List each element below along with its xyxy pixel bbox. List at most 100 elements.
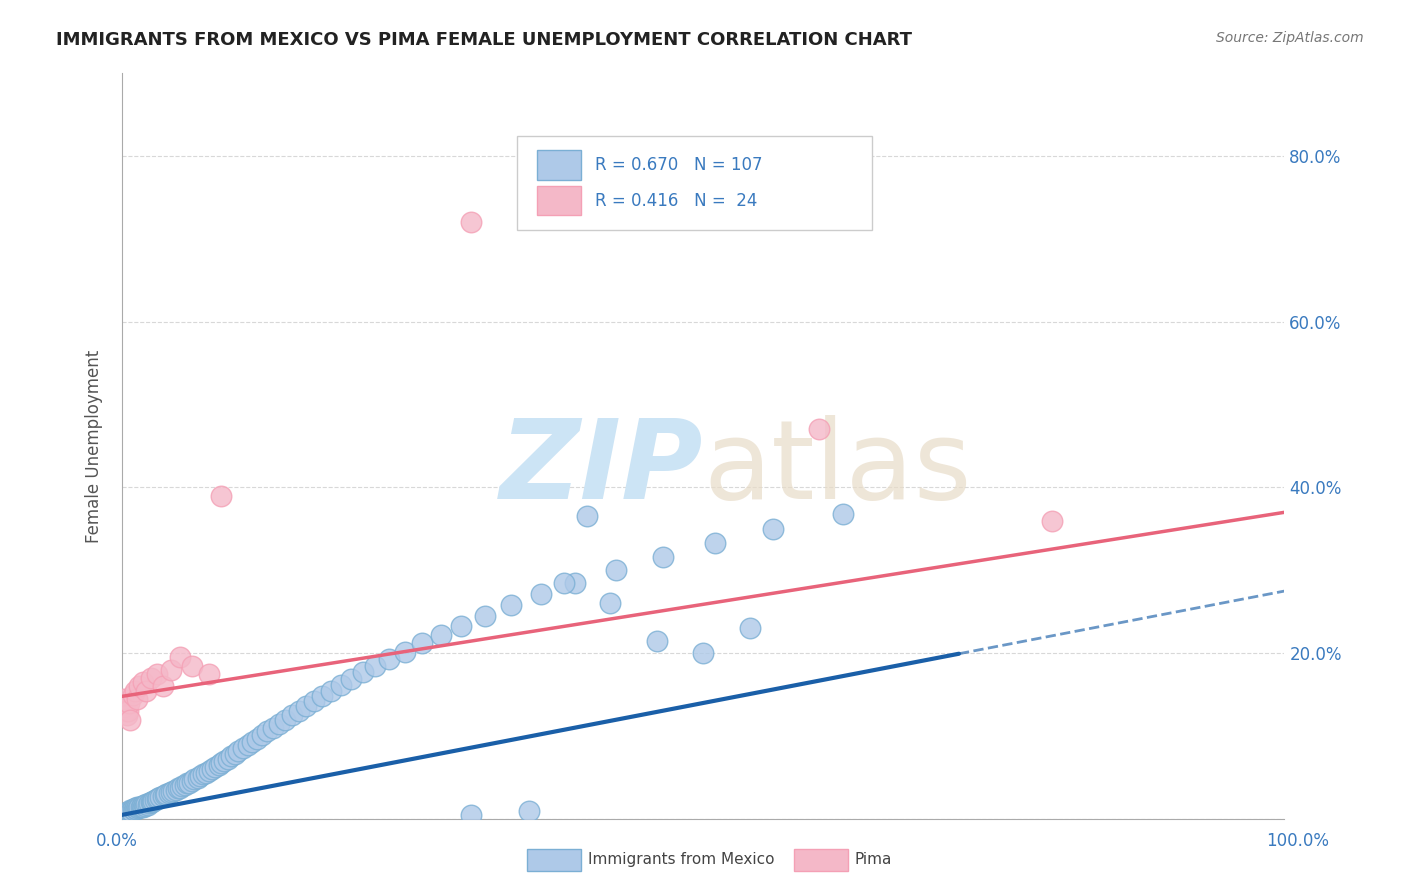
Point (246, 731, 269, 746)
Point (605, 563, 627, 577)
Point (262, 721, 284, 735)
Point (501, 598, 523, 612)
Point (121, 802, 143, 816)
Point (152, 679, 174, 693)
Point (738, 621, 761, 635)
Point (429, 628, 451, 642)
Point (221, 749, 243, 764)
Point (599, 597, 621, 611)
Point (394, 644, 416, 658)
Point (118, 696, 141, 710)
Point (169, 780, 191, 795)
Text: Source: ZipAtlas.com: Source: ZipAtlas.com (1216, 31, 1364, 45)
Point (460, 215, 482, 229)
Point (224, 747, 246, 761)
Point (575, 509, 598, 524)
Point (157, 786, 180, 800)
Point (180, 658, 202, 673)
Point (692, 646, 714, 660)
Point (450, 619, 472, 633)
Point (172, 779, 194, 793)
Point (146, 791, 169, 805)
Point (152, 789, 174, 803)
Point (162, 784, 184, 798)
Point (808, 422, 831, 436)
Point (193, 767, 215, 781)
Text: 0.0%: 0.0% (96, 831, 138, 849)
Point (529, 587, 551, 601)
Point (176, 776, 198, 790)
Point (112, 808, 135, 822)
Point (179, 775, 201, 789)
Point (112, 809, 135, 823)
Point (183, 772, 205, 787)
Point (139, 796, 162, 810)
Point (124, 683, 146, 698)
Point (169, 650, 191, 665)
Point (226, 744, 249, 758)
Point (703, 536, 725, 550)
Point (564, 575, 586, 590)
Text: R = 0.416   N =  24: R = 0.416 N = 24 (595, 192, 758, 210)
Point (114, 806, 136, 821)
Point (117, 805, 139, 819)
Point (143, 793, 166, 807)
Point (214, 754, 236, 768)
Text: atlas: atlas (703, 415, 972, 522)
Point (146, 792, 169, 806)
Point (236, 738, 259, 752)
Point (112, 808, 135, 822)
Point (149, 790, 172, 805)
Point (112, 807, 135, 822)
Point (132, 675, 155, 690)
Point (474, 609, 496, 624)
Point (132, 799, 155, 814)
Point (281, 708, 304, 723)
Point (120, 805, 142, 819)
Point (160, 785, 183, 799)
Point (112, 691, 135, 706)
Point (127, 691, 149, 706)
Point (139, 671, 162, 685)
Point (112, 808, 135, 822)
Point (134, 797, 156, 812)
Point (124, 801, 146, 815)
FancyBboxPatch shape (537, 150, 581, 179)
Point (198, 764, 221, 778)
Point (194, 765, 217, 780)
Point (155, 787, 177, 801)
Point (136, 797, 159, 812)
Point (329, 678, 352, 692)
Point (128, 679, 150, 693)
Text: R = 0.670   N = 107: R = 0.670 N = 107 (595, 156, 762, 174)
Point (115, 807, 138, 822)
Point (122, 803, 145, 817)
Point (117, 704, 139, 718)
Point (645, 633, 668, 648)
Point (217, 751, 239, 765)
Point (153, 788, 176, 802)
Point (121, 688, 143, 702)
Point (188, 769, 211, 783)
Point (141, 795, 163, 809)
Point (831, 507, 853, 521)
Point (209, 756, 232, 770)
Point (129, 800, 152, 814)
Point (321, 683, 343, 698)
Point (207, 758, 229, 772)
Point (173, 778, 195, 792)
Point (1040, 514, 1063, 528)
Point (267, 716, 290, 731)
Point (340, 672, 363, 686)
Point (118, 805, 141, 820)
Point (187, 771, 209, 785)
Point (250, 728, 273, 742)
Point (460, 808, 482, 822)
Point (114, 808, 136, 822)
Point (160, 663, 183, 677)
Point (180, 773, 202, 788)
Point (517, 804, 540, 818)
Point (302, 694, 325, 708)
Point (165, 783, 187, 797)
Point (294, 699, 316, 714)
